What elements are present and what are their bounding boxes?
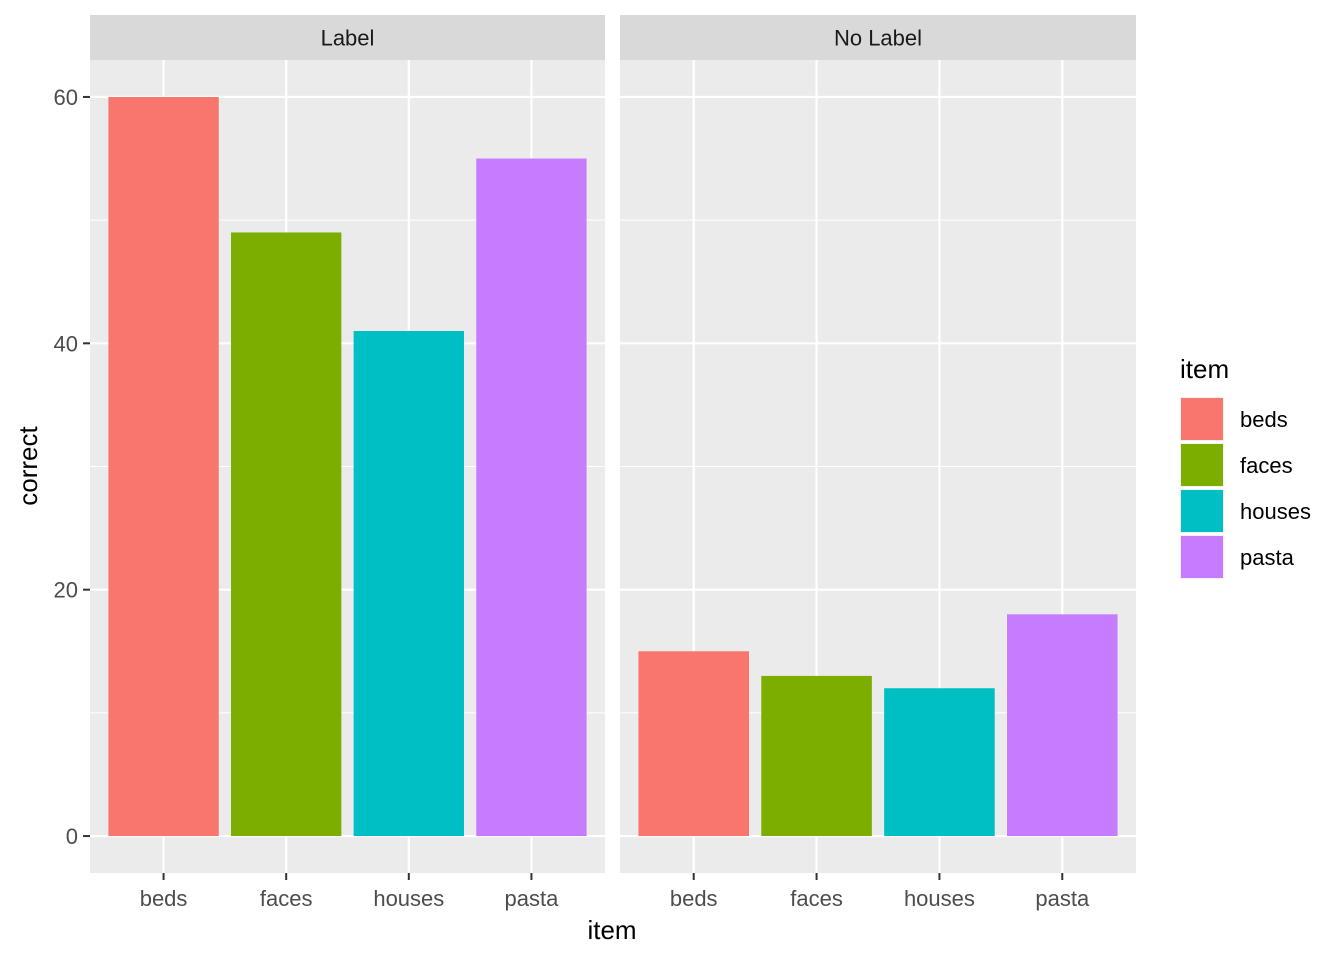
bar-faces [761, 675, 872, 837]
legend-swatch-beds [1181, 398, 1223, 440]
y-tick-label: 60 [54, 85, 78, 110]
y-tick-label: 40 [54, 331, 78, 356]
facet-strip [90, 15, 605, 60]
legend-label-pasta: pasta [1240, 545, 1295, 570]
bar-houses [884, 688, 995, 837]
bar-pasta [1007, 614, 1118, 837]
x-tick-label: faces [790, 886, 843, 911]
y-axis: 0 20 40 60 [54, 85, 90, 849]
x-tick-label: houses [373, 886, 444, 911]
legend: item beds faces houses pasta [1180, 354, 1311, 579]
panels: Label beds faces houses pasta No Label beds fac… [90, 15, 1136, 911]
y-tick-label: 0 [66, 824, 78, 849]
legend-title: item [1180, 354, 1229, 384]
bar-faces [231, 232, 342, 837]
facet-strip [620, 15, 1136, 60]
x-axis-title: item [587, 915, 636, 945]
facet-strip-label: No Label [834, 26, 922, 51]
x-tick-label: pasta [1035, 886, 1090, 911]
legend-swatch-pasta [1181, 536, 1223, 578]
facet-panel: Label beds faces houses pasta [90, 15, 605, 911]
x-tick-label: beds [140, 886, 188, 911]
y-axis-title: correct [13, 425, 43, 505]
y-tick-label: 20 [54, 578, 78, 603]
facet-strip-label: Label [321, 26, 375, 51]
bar-beds [638, 651, 749, 837]
legend-label-faces: faces [1240, 453, 1293, 478]
legend-swatch-faces [1181, 444, 1223, 486]
bar-houses [353, 331, 464, 837]
x-tick-label: faces [260, 886, 313, 911]
legend-label-houses: houses [1240, 499, 1311, 524]
x-tick-label: houses [904, 886, 975, 911]
x-tick-label: beds [670, 886, 718, 911]
bar-beds [108, 96, 219, 837]
facet-panel: No Label beds faces houses pasta [620, 15, 1136, 911]
bar-pasta [476, 158, 587, 837]
legend-swatch-houses [1181, 490, 1223, 532]
x-tick-label: pasta [505, 886, 560, 911]
legend-label-beds: beds [1240, 407, 1288, 432]
